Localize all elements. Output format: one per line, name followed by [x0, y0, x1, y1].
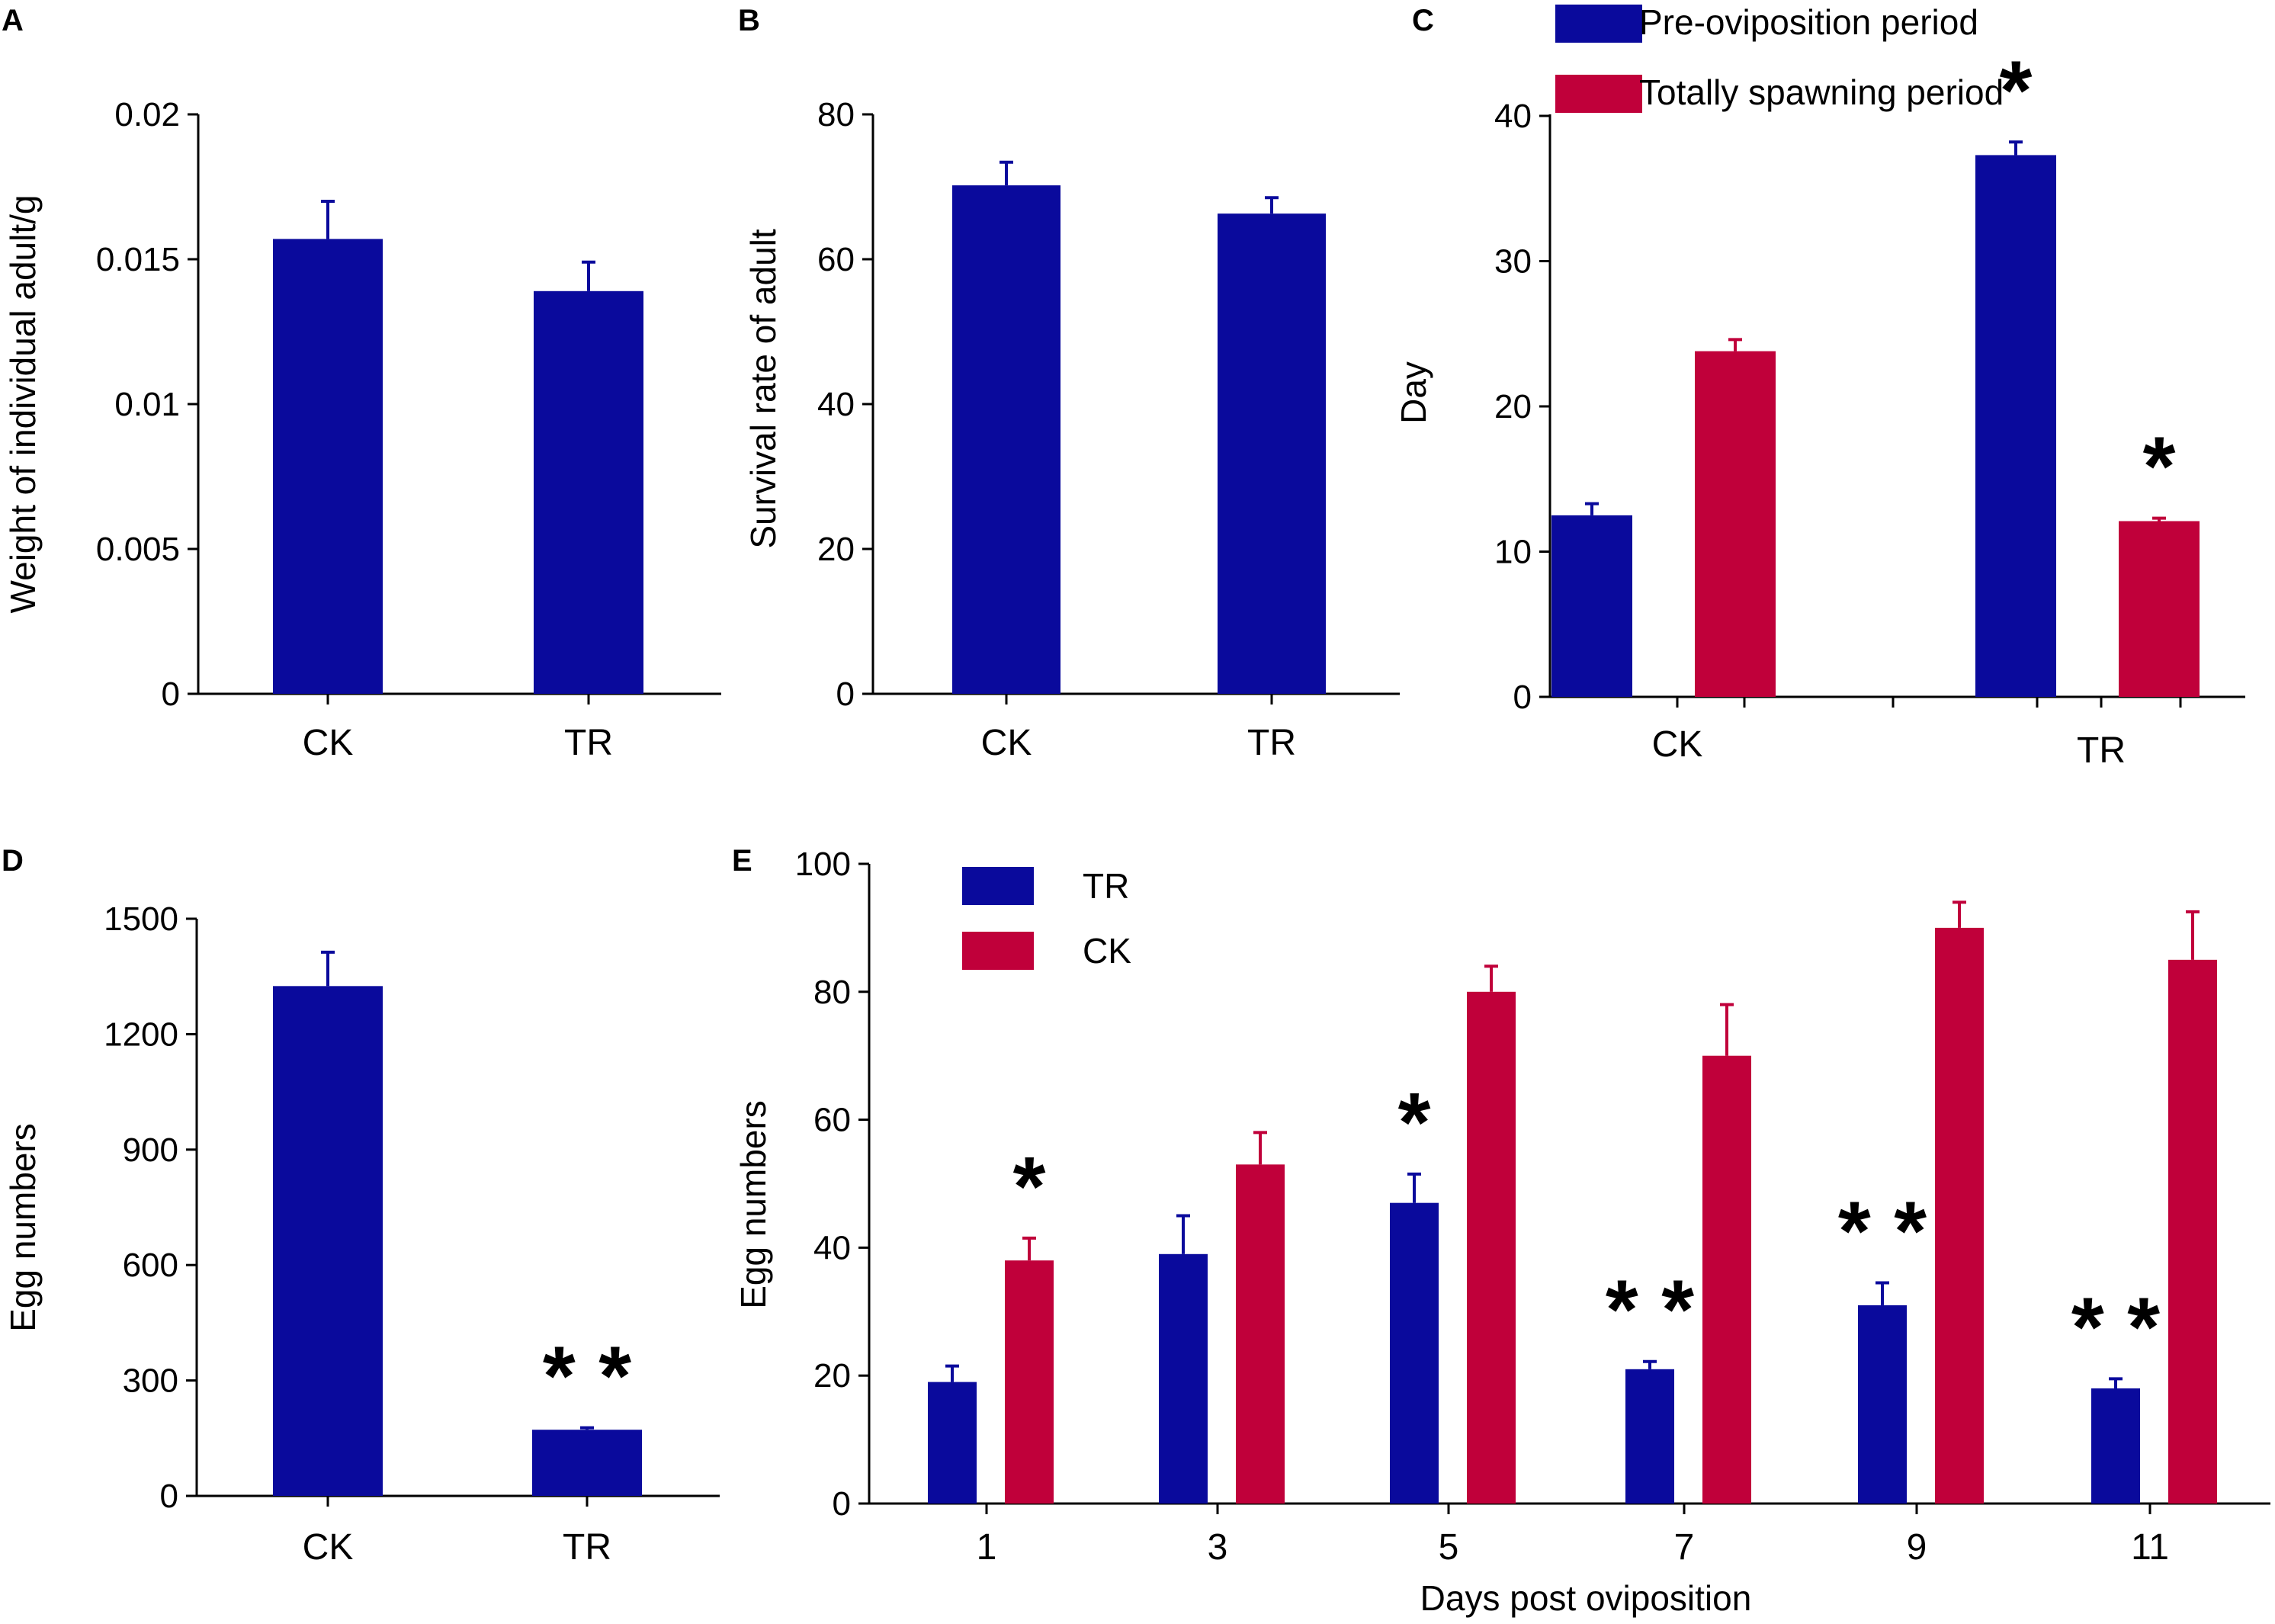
bar-tr	[532, 1430, 642, 1496]
y-tick-label: 20	[1494, 388, 1532, 425]
bar-tr-11	[2091, 1388, 2140, 1504]
bar-ck-3	[1236, 1164, 1285, 1504]
bar-pre-oviposition-period-tr	[1975, 155, 2056, 697]
x-tick-label: CK	[981, 723, 1032, 763]
bar-tr-5	[1390, 1202, 1439, 1504]
legend-label-ck: CK	[1083, 931, 1131, 971]
significance-marker: *	[2143, 420, 2176, 514]
y-tick-label: 0.01	[114, 386, 180, 423]
significance-marker: *	[1013, 1140, 1046, 1234]
panel-d: D 0 300 600 900 1200 1500 CK * * TR Egg numbers	[2, 844, 720, 1568]
bar-ck-5	[1467, 991, 1516, 1504]
significance-marker: * *	[543, 1330, 631, 1423]
y-tick-label: 80	[817, 96, 855, 133]
legend-label-pre-oviposition: Pre-oviposition period	[1639, 2, 1978, 42]
significance-marker: *	[2000, 43, 2033, 137]
x-tick-label: 9	[1907, 1527, 1927, 1568]
panel-c: C 0 10 20 30 40 CK * * TR Day Pre-oviposition pe…	[1394, 2, 2245, 771]
significance-marker: * *	[1838, 1185, 1927, 1279]
y-tick-label: 80	[813, 974, 851, 1011]
panel-a-label: A	[2, 4, 24, 37]
legend-label-totally-spawning: Totally spawning period	[1639, 72, 2004, 112]
y-tick-label: 0	[1513, 679, 1532, 716]
y-tick-label: 1200	[104, 1016, 178, 1053]
y-tick-label: 0	[162, 676, 180, 713]
y-tick-label: 0.02	[114, 96, 180, 133]
legend-swatch-totally-spawning	[1555, 75, 1642, 113]
bar-tr	[1218, 213, 1326, 694]
legend-label-tr: TR	[1083, 866, 1129, 906]
bar-ck	[273, 239, 383, 694]
x-tick-label: 3	[1208, 1527, 1228, 1568]
bar-ck	[273, 986, 383, 1496]
bar-totally-spawning-period-ck	[1695, 351, 1776, 697]
y-tick-label: 20	[813, 1357, 851, 1395]
y-tick-label: 30	[1494, 243, 1532, 281]
panel-e-legend: TR CK	[962, 866, 1131, 971]
y-tick-label: 40	[813, 1229, 851, 1266]
significance-marker: * *	[1606, 1263, 1694, 1357]
x-tick-label: TR	[1247, 723, 1296, 763]
bar-ck-7	[1702, 1055, 1751, 1504]
panel-e-x-title: Days post oviposition	[1420, 1578, 1752, 1618]
legend-swatch-pre-oviposition	[1555, 5, 1642, 43]
significance-marker: *	[1398, 1076, 1431, 1170]
x-tick-label: 1	[977, 1527, 997, 1568]
y-tick-label: 0	[836, 676, 855, 713]
bar-tr	[534, 290, 643, 694]
panel-d-label: D	[2, 844, 24, 878]
panel-c-label: C	[1412, 4, 1434, 37]
x-tick-label: TR	[563, 1527, 611, 1568]
y-tick-label: 0	[160, 1478, 178, 1515]
x-tick-label: CK	[303, 723, 354, 763]
panel-c-y-title: Day	[1394, 361, 1433, 424]
y-tick-label: 60	[813, 1102, 851, 1139]
panel-e-y-title: Egg numbers	[733, 1100, 773, 1309]
significance-marker: * *	[2071, 1280, 2160, 1374]
panel-b-label: B	[738, 4, 760, 37]
bar-ck-11	[2168, 959, 2217, 1504]
y-tick-label: 0.015	[96, 241, 180, 278]
y-tick-label: 20	[817, 531, 855, 568]
panel-b-y-title: Survival rate of adult	[743, 229, 783, 549]
bar-tr-9	[1858, 1305, 1907, 1504]
y-tick-label: 100	[795, 846, 851, 883]
legend-swatch-ck	[962, 932, 1034, 970]
bar-tr-3	[1159, 1253, 1208, 1504]
bar-totally-spawning-period-tr	[2119, 521, 2200, 697]
bar-ck	[952, 185, 1060, 695]
bar-ck-1	[1005, 1260, 1054, 1504]
y-tick-label: 0.005	[96, 531, 180, 568]
x-tick-label: 11	[2131, 1527, 2169, 1568]
x-tick-label: CK	[1652, 724, 1703, 765]
panel-d-y-title: Egg numbers	[3, 1123, 43, 1332]
panel-b: B 0 20 40 60 80 CK TR Survival rate of adult	[738, 4, 1400, 763]
x-tick-label: 5	[1439, 1527, 1459, 1568]
y-tick-label: 40	[817, 386, 855, 423]
legend-swatch-tr	[962, 867, 1034, 905]
panel-a: A 0 0.005 0.01 0.015 0.02 CK TR Weight of indi…	[2, 4, 721, 763]
y-tick-label: 900	[123, 1131, 178, 1169]
panel-e-label: E	[732, 844, 752, 878]
x-tick-label: TR	[564, 723, 613, 763]
bar-tr-7	[1625, 1369, 1674, 1504]
x-tick-label: CK	[303, 1527, 354, 1568]
bar-pre-oviposition-period-ck	[1551, 515, 1632, 697]
panel-a-y-title: Weight of individual adult/g	[3, 195, 43, 614]
panel-e: E 0 20 40 60 80 100 * 1 3 * 5 * * 7 * * 9 * * 11 Egg num…	[732, 844, 2270, 1618]
y-tick-label: 60	[817, 241, 855, 278]
panel-c-legend: Pre-oviposition period Totally spawning …	[1555, 2, 2004, 113]
bar-tr-1	[928, 1382, 977, 1504]
x-tick-label: 7	[1674, 1527, 1695, 1568]
x-tick-label: TR	[2077, 730, 2126, 771]
y-tick-label: 0	[833, 1485, 851, 1523]
y-tick-label: 600	[123, 1247, 178, 1284]
y-tick-label: 10	[1494, 534, 1532, 571]
y-tick-label: 1500	[104, 900, 178, 938]
panel-e-plot-area	[868, 864, 2270, 1505]
y-tick-label: 40	[1494, 98, 1532, 135]
y-tick-label: 300	[123, 1362, 178, 1400]
bar-ck-9	[1935, 927, 1984, 1504]
